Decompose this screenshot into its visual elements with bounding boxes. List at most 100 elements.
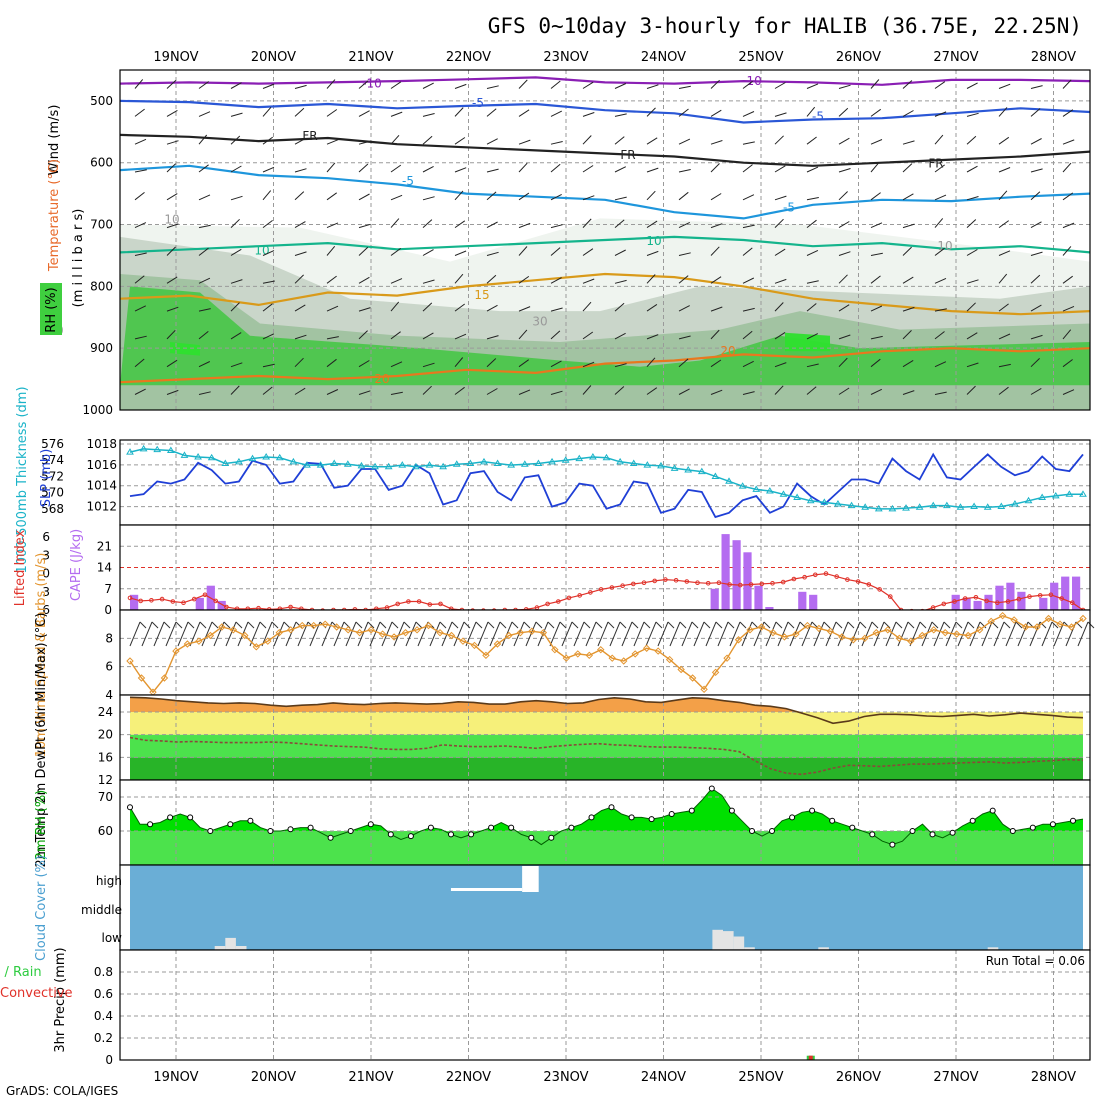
wind-speed-marker	[918, 631, 926, 640]
wind-barb-flag	[1039, 621, 1047, 629]
date-label: 20NOV	[251, 50, 296, 65]
wind-barb	[934, 81, 946, 89]
wind-barb-flag	[955, 621, 963, 629]
rh-marker	[167, 814, 174, 821]
li-marker	[748, 582, 754, 587]
wind-barb	[998, 363, 1011, 368]
wind-speed-marker	[539, 628, 548, 637]
li-marker	[823, 571, 829, 576]
wind-barb	[537, 621, 549, 647]
wind-barb	[710, 359, 722, 368]
wind-barb	[861, 621, 873, 647]
thickness-marker	[820, 498, 829, 505]
wind-barb	[262, 83, 275, 89]
li-marker	[1016, 596, 1022, 602]
wind-barb	[742, 111, 755, 117]
wind-barb	[966, 219, 977, 228]
wind-barb-flag	[283, 621, 291, 629]
wind-speed-marker	[1079, 614, 1087, 623]
wind-barb	[1030, 138, 1042, 145]
thickness-marker	[275, 453, 284, 461]
wind-speed-marker	[126, 657, 134, 665]
wind-barb	[422, 385, 432, 395]
wind-speed-marker	[734, 636, 743, 644]
wind-speed-marker	[310, 621, 318, 630]
wind-barb	[966, 332, 978, 340]
wind-barb	[774, 218, 784, 228]
li-marker	[631, 581, 636, 587]
li-marker	[1027, 594, 1032, 599]
wind-barb	[681, 621, 693, 647]
wind-barb	[966, 82, 978, 89]
wind-barb	[693, 621, 705, 647]
li-marker	[738, 582, 743, 588]
thickness-marker	[616, 457, 624, 465]
wind-speed-marker	[482, 651, 490, 660]
isotherm-line	[119, 99, 1091, 124]
wind-barb	[998, 250, 1011, 256]
thickness-marker	[589, 453, 597, 460]
thickness-marker	[412, 462, 420, 470]
wind-speed-marker	[516, 628, 525, 637]
wind-barb	[838, 84, 851, 89]
wind-barb-flag	[691, 621, 699, 629]
wind-barb	[422, 362, 435, 368]
wind-barb	[966, 302, 976, 312]
li-marker	[962, 596, 968, 601]
wind-barb	[614, 302, 625, 312]
wind-barb	[934, 361, 947, 368]
wind-barb	[129, 621, 141, 647]
li-tick-label: 6	[42, 603, 50, 617]
wind-barb	[134, 252, 147, 256]
wind-barb	[454, 137, 466, 145]
wind-barb	[742, 194, 755, 201]
rh-marker	[1029, 824, 1036, 831]
precip-legend-total: Total / Rain	[0, 965, 42, 980]
wind-barb	[294, 304, 306, 312]
li-marker	[663, 577, 668, 582]
li-marker	[716, 580, 722, 586]
wind-barb	[369, 621, 381, 647]
li-marker	[159, 596, 165, 602]
wind-barb	[1062, 222, 1075, 229]
wind-barb	[454, 107, 464, 117]
wind-barb	[1030, 221, 1042, 229]
wind-barb-flag	[643, 621, 651, 629]
wind-barb	[393, 621, 405, 647]
thickness-marker	[670, 464, 679, 471]
wind-speed-marker	[1056, 620, 1064, 628]
wind-speed-marker	[298, 621, 306, 630]
wind-barb	[741, 621, 753, 647]
rh-marker	[568, 824, 575, 831]
wind-barb	[633, 621, 645, 647]
wind-barb	[710, 306, 723, 312]
thickness-marker	[303, 461, 311, 468]
wind-barb	[774, 248, 786, 256]
wind-barb	[774, 278, 787, 284]
thickness-marker	[1079, 490, 1087, 497]
precip-legend-convective: Convective	[0, 986, 73, 1001]
wind-barb	[294, 387, 306, 395]
wind-barb	[870, 162, 880, 173]
wind-barb	[614, 219, 625, 228]
date-label: 27NOV	[933, 1070, 978, 1085]
thickness-marker	[1024, 496, 1033, 504]
wind-barb	[902, 163, 913, 173]
date-label: 23NOV	[543, 1070, 588, 1085]
wind-barb-flag	[835, 621, 843, 629]
rh-marker	[247, 817, 254, 824]
cape-bar	[1017, 591, 1026, 610]
isotherm-label: FR	[928, 157, 943, 171]
rh-marker	[829, 817, 836, 824]
wind-barb	[134, 108, 145, 117]
wind-speed-marker	[1010, 616, 1018, 624]
wind-speed-marker	[493, 640, 502, 648]
wind-barb	[177, 621, 189, 647]
wind-barb	[646, 137, 658, 145]
li-marker	[138, 598, 143, 604]
wind-barb	[262, 219, 273, 229]
wind-barb	[582, 112, 595, 117]
wind-barb	[358, 80, 369, 89]
wind-barb	[742, 164, 753, 173]
wind-barb	[518, 109, 530, 117]
